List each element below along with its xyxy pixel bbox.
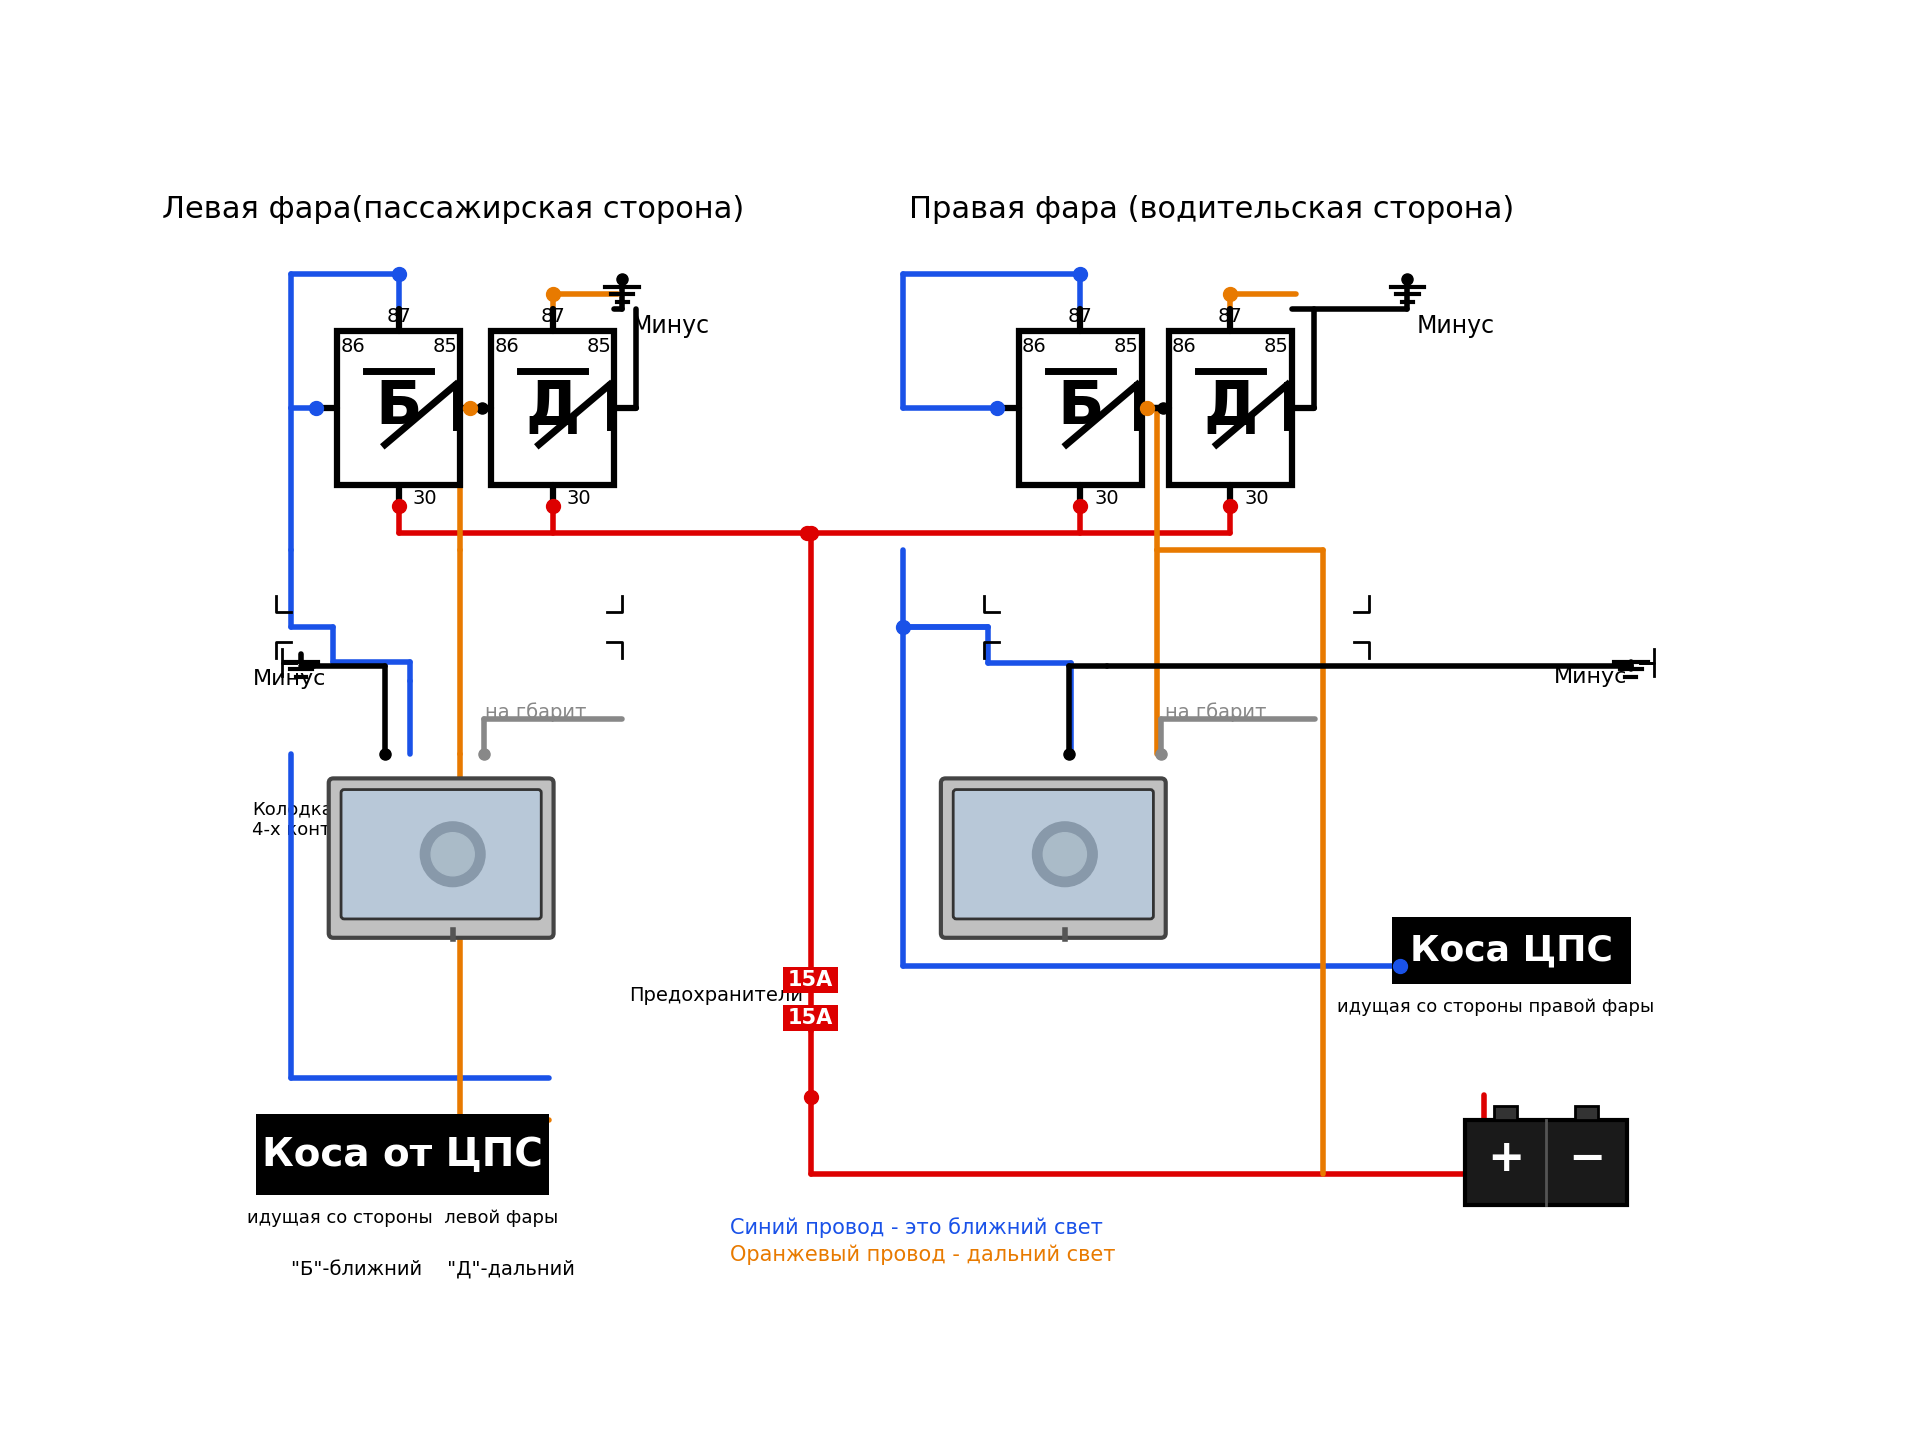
Text: Минус: Минус xyxy=(1417,314,1496,338)
Text: Минус: Минус xyxy=(1553,667,1626,687)
Circle shape xyxy=(420,822,486,887)
FancyBboxPatch shape xyxy=(952,789,1154,919)
Text: Левая фара(пассажирская сторона): Левая фара(пассажирская сторона) xyxy=(161,196,743,225)
Text: 85: 85 xyxy=(586,337,611,356)
Text: Коса ЦПС: Коса ЦПС xyxy=(1409,933,1613,968)
Text: Минус: Минус xyxy=(632,314,710,338)
Text: 87: 87 xyxy=(1217,307,1242,325)
Bar xyxy=(1392,917,1630,985)
Text: 30: 30 xyxy=(1094,490,1119,508)
Text: идущая со стороны  левой фары: идущая со стороны левой фары xyxy=(248,1208,559,1227)
FancyBboxPatch shape xyxy=(941,779,1165,937)
Bar xyxy=(1169,331,1292,485)
Text: 15А: 15А xyxy=(787,1008,833,1028)
Text: 86: 86 xyxy=(1171,337,1196,356)
Bar xyxy=(1020,331,1142,485)
Text: −: − xyxy=(1569,1138,1605,1179)
Circle shape xyxy=(432,832,474,876)
Text: 85: 85 xyxy=(1114,337,1139,356)
Text: Синий провод - это ближний свет: Синий провод - это ближний свет xyxy=(730,1217,1102,1238)
Text: "Б"-ближний    "Д"-дальний: "Б"-ближний "Д"-дальний xyxy=(292,1260,574,1280)
FancyBboxPatch shape xyxy=(342,789,541,919)
Text: 86: 86 xyxy=(340,337,365,356)
Bar xyxy=(783,966,839,992)
Bar xyxy=(257,1115,549,1195)
Text: 86: 86 xyxy=(1021,337,1046,356)
Text: идущая со стороны правой фары: идущая со стороны правой фары xyxy=(1338,998,1655,1017)
Bar xyxy=(1574,1106,1597,1120)
FancyBboxPatch shape xyxy=(328,779,553,937)
Text: Минус: Минус xyxy=(253,670,326,690)
Bar xyxy=(1494,1106,1517,1120)
Bar xyxy=(1465,1120,1626,1205)
Circle shape xyxy=(1033,822,1096,887)
Text: 30: 30 xyxy=(566,490,591,508)
Text: 30: 30 xyxy=(413,490,438,508)
Bar xyxy=(783,1005,839,1031)
Text: Предохранители: Предохранители xyxy=(630,985,803,1005)
Text: +: + xyxy=(1486,1138,1524,1179)
Text: Оранжевый провод - дальний свет: Оранжевый провод - дальний свет xyxy=(730,1244,1116,1264)
Text: 15А: 15А xyxy=(787,969,833,989)
Bar xyxy=(492,331,614,485)
Text: 86: 86 xyxy=(493,337,518,356)
Text: Правая фара (водительская сторона): Правая фара (водительская сторона) xyxy=(908,196,1513,225)
Text: Б: Б xyxy=(376,379,422,438)
Text: Д: Д xyxy=(526,379,580,438)
Text: на гбарит: на гбарит xyxy=(1165,701,1267,721)
Text: Д: Д xyxy=(1204,379,1258,438)
Text: 85: 85 xyxy=(432,337,457,356)
Circle shape xyxy=(1043,832,1087,876)
Text: Колодка
4-х контактная: Колодка 4-х контактная xyxy=(253,801,397,840)
Text: 87: 87 xyxy=(1068,307,1092,325)
Text: 87: 87 xyxy=(540,307,564,325)
Text: 30: 30 xyxy=(1244,490,1269,508)
Text: Б: Б xyxy=(1058,379,1104,438)
Text: 87: 87 xyxy=(386,307,411,325)
Text: 85: 85 xyxy=(1263,337,1288,356)
Text: на гбарит: на гбарит xyxy=(486,701,586,721)
Text: Коса от ЦПС: Коса от ЦПС xyxy=(263,1136,543,1174)
Bar xyxy=(338,331,461,485)
